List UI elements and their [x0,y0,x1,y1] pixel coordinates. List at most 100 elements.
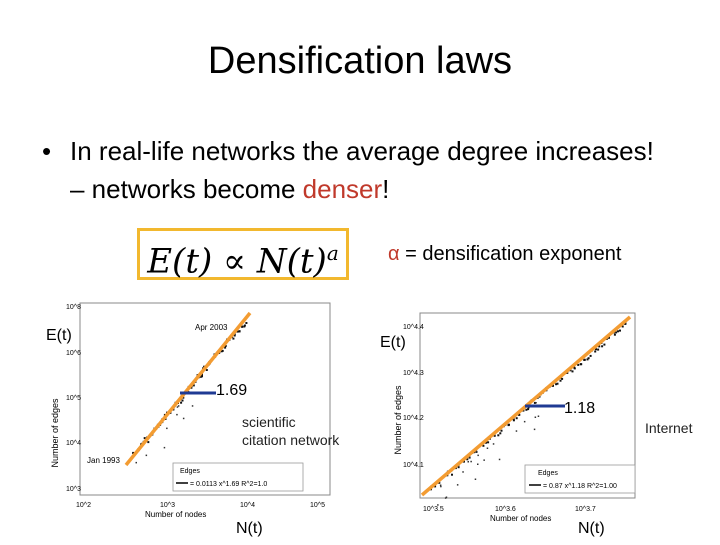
formula-left: E(t) ∝ N(t) [147,241,327,282]
internet-legend [524,464,636,494]
internet-point [559,379,562,382]
internet-outlier-point [456,484,459,486]
internet-point [583,358,586,361]
citation-point [199,375,202,378]
internet-outlier-point [534,416,537,418]
internet-outlier-point [533,428,536,431]
citation-xtick-1: 10^3 [160,502,175,509]
internet-outlier-point [445,496,448,498]
internet-point [552,384,554,387]
internet-outlier-point [439,484,442,486]
internet-legend-fit: = 0.87 x^1.18 R^2=1.00 [543,483,617,490]
internet-point [573,367,576,370]
citation-point [236,330,239,333]
citation-outlier-point [177,405,180,407]
citation-point [205,369,208,371]
citation-outlier-point [163,446,166,449]
internet-outlier-point [537,415,540,417]
internet-point [556,382,559,385]
citation-point [180,401,183,404]
internet-chart-svg: E(t) Number of edges 10^4.4 10^4.3 10^4.… [380,312,693,537]
citation-point [132,451,135,454]
internet-point [577,363,580,366]
citation-xtick-3: 10^5 [310,502,325,509]
citation-caption-1: scientific [242,414,296,430]
citation-xlabel-outer: N(t) [236,520,263,537]
internet-outlier-point [437,504,439,506]
internet-chart: E(t) Number of edges 10^4.4 10^4.3 10^4.… [375,305,720,540]
internet-ytick-3: 10^4.1 [403,462,424,469]
internet-outlier-point [486,447,489,449]
internet-point [493,434,496,437]
citation-fit-line [124,311,252,467]
internet-xtick-1: 10^3.6 [495,506,516,513]
citation-slope-label: 1.69 [216,382,247,399]
internet-point [482,444,485,447]
internet-outlier-point [444,497,447,499]
internet-outlier-point [462,471,464,473]
citation-legend [172,462,304,492]
citation-point [233,334,236,337]
citation-annotation-apr: Apr 2003 [195,323,228,332]
internet-point [595,348,597,351]
internet-point [608,336,610,339]
citation-point [190,386,193,389]
internet-legend-edges: Edges [538,470,558,477]
citation-outlier-point [135,461,137,464]
citation-point [201,375,203,378]
citation-point [241,325,244,328]
internet-point [499,432,502,435]
internet-point [527,408,530,411]
bullet-text-start: In real-life networks the average degree… [70,136,654,204]
citation-annotation-jan: Jan 1993 [87,456,120,465]
internet-point [571,370,574,373]
internet-ylabel-outer: E(t) [380,334,406,351]
internet-point [594,350,597,353]
citation-point [181,399,184,402]
internet-outlier-point [470,460,472,463]
citation-xtick-0: 10^2 [76,502,91,509]
internet-point [624,322,627,325]
internet-point [463,460,465,463]
citation-caption-2: citation network [242,432,340,448]
internet-outlier-point [467,461,469,463]
citation-point [221,349,224,352]
bullet-text-end: ! [382,174,390,204]
slide-title: Densification laws [207,40,513,82]
internet-point [497,434,500,437]
citation-ytick-1: 10^6 [66,350,81,357]
citation-point [182,396,185,399]
citation-chart-svg: E(t) Number of edges 10^8 10^6 10^5 10^4… [46,302,340,537]
internet-outlier-point [440,485,442,488]
internet-outlier-point [492,443,495,445]
internet-xtick-2: 10^3.7 [575,506,596,513]
citation-xtick-2: 10^4 [240,502,255,509]
internet-point [580,363,583,366]
internet-point [589,354,592,357]
internet-point [619,329,621,332]
internet-point [603,343,606,346]
citation-ylabel-outer: E(t) [46,327,72,344]
internet-outlier-point [535,402,537,404]
internet-xtick-0: 10^3.5 [423,506,444,513]
formula-exponent: a [326,241,339,265]
citation-point [224,346,227,349]
citation-xlabel-inner: Number of nodes [145,510,206,519]
internet-point [601,345,604,348]
citation-point [243,324,246,327]
internet-caption: Internet [645,420,693,436]
internet-point [533,401,536,404]
bullet-highlight-word: denser [302,174,383,204]
internet-ylabel-inner: Number of edges [393,385,403,455]
internet-point [438,481,441,484]
citation-point [245,322,248,324]
internet-point [508,423,510,426]
citation-outlier-point [176,413,178,416]
internet-point [466,458,469,461]
internet-point [518,413,521,416]
internet-point [615,331,618,334]
internet-outlier-point [483,459,485,461]
internet-point [500,429,503,432]
citation-outlier-point [191,405,194,407]
citation-point [232,337,235,340]
